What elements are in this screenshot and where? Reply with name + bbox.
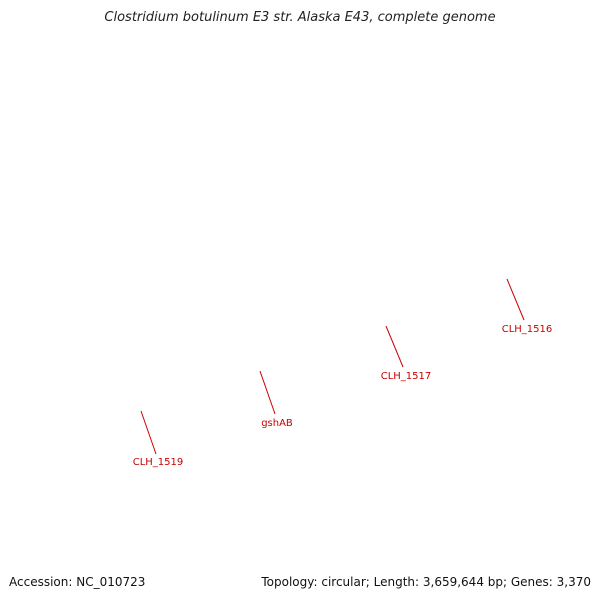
gene-label: CLH_1517 [381, 371, 432, 382]
gene-leader-line [506, 278, 525, 321]
accession-text: Accession: NC_010723 [9, 575, 146, 589]
gene-leader-line [259, 370, 276, 415]
gene-label: CLH_1519 [133, 457, 184, 468]
gene-leader-line [140, 410, 157, 455]
gene-label: gshAB [261, 418, 293, 429]
gene-leader-line [385, 325, 404, 368]
map-title: Clostridium botulinum E3 str. Alaska E43… [104, 10, 496, 25]
gene-label: CLH_1516 [502, 324, 553, 335]
genome-summary-text: Topology: circular; Length: 3,659,644 bp… [261, 575, 591, 589]
